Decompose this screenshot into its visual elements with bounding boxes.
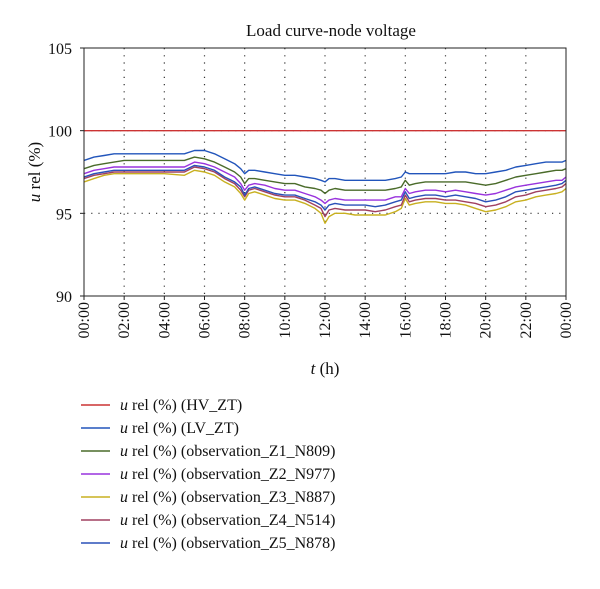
x-tick-label: 12:00 [317,302,334,338]
y-tick-label: 90 [56,289,72,306]
series-line-6 [83,166,567,218]
x-tick-label: 02:00 [116,302,133,338]
x-tick-label: 16:00 [397,302,414,338]
x-tick-label: 14:00 [357,302,374,338]
series-line-2 [83,149,567,183]
x-tick-label: 06:00 [197,302,214,338]
legend-entry: u rel (%) (observation_Z5_N878) [120,535,336,552]
x-tick-label: 04:00 [156,302,173,338]
y-tick-label: 95 [56,206,72,223]
x-tick-label: 00:00 [558,302,575,338]
x-tick-label: 00:00 [76,302,93,338]
legend-entry: u rel (%) (observation_Z2_N977) [120,466,336,483]
series-lines [83,129,567,225]
y-tick-label: 100 [48,124,72,141]
x-tick-label: 08:00 [237,302,254,338]
x-tick-label: 10:00 [277,302,294,338]
x-tick-label: 22:00 [518,302,535,338]
legend-entry: u rel (%) (observation_Z4_N514) [120,512,336,529]
series-line-3 [83,156,567,195]
chart-title: Load curve-node voltage [246,21,416,40]
series-line-5 [83,169,567,225]
legend-entry: u rel (%) (observation_Z3_N887) [120,489,336,506]
x-tick-labels: 00:00 02:00 04:00 06:00 08:00 10:00 12:00 14:00… [76,296,575,338]
y-axis-label: u rel (%) [25,142,44,202]
legend: u rel (%) (HV_ZT)u rel (%) (LV_ZT)u rel … [81,397,336,552]
legend-entry: u rel (%) (LV_ZT) [120,420,239,437]
x-axis-label: t (h) [311,359,340,378]
y-tick-label: 105 [48,41,72,58]
x-tick-label: 18:00 [438,302,455,338]
legend-entry: u rel (%) (observation_Z1_N809) [120,443,336,460]
y-tick-labels: 90 95 100 105 [48,41,84,306]
series-line-7 [83,164,567,211]
series-line-4 [83,161,567,205]
x-tick-label: 20:00 [478,302,495,338]
legend-entry: u rel (%) (HV_ZT) [120,397,242,414]
